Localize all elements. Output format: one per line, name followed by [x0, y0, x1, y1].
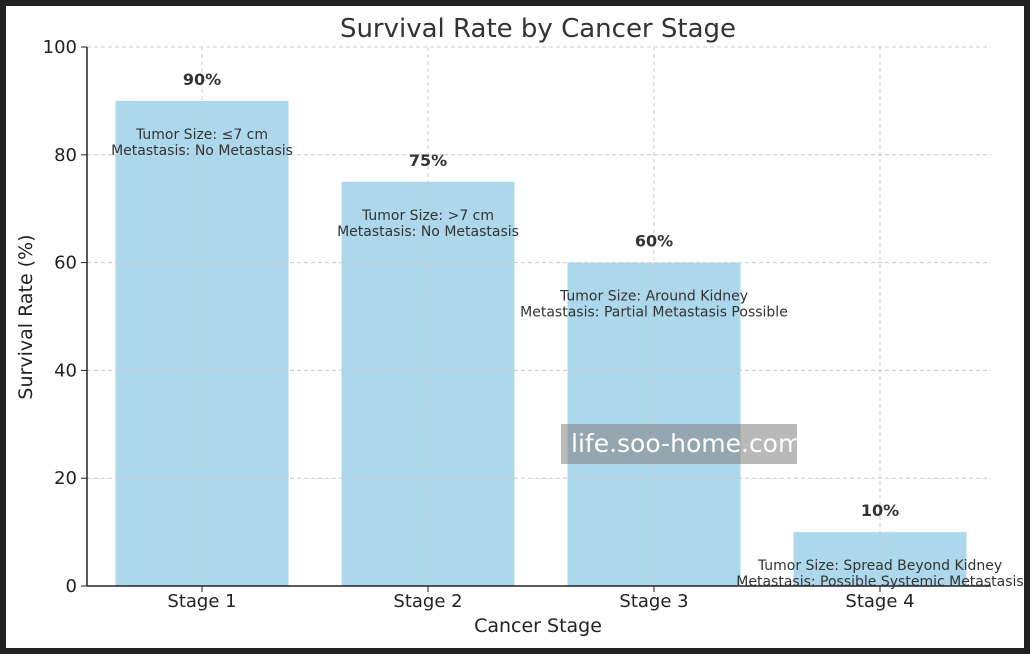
tumor-size-note: Tumor Size: Around Kidney [559, 289, 748, 305]
x-axis-label: Cancer Stage [474, 615, 602, 637]
y-axis-label: Survival Rate (%) [15, 234, 37, 399]
y-tick-label: 80 [54, 145, 77, 166]
watermark-background [561, 424, 797, 464]
chart-title: Survival Rate by Cancer Stage [340, 14, 736, 44]
tumor-size-note: Tumor Size: >7 cm [361, 208, 494, 224]
axes: 0 20 40 60 80 100 Stage 1 Stage 2 Stage 3 Stage 4 [43, 37, 991, 612]
watermark-text: life.soo-home.com [571, 429, 802, 458]
y-tick-label: 0 [66, 576, 77, 597]
tumor-size-note: Tumor Size: Spread Beyond Kidney [757, 558, 1002, 574]
labels: 90%75%60%10%Tumor Size: ≤7 cmMetastasis:… [111, 70, 1024, 590]
metastasis-note: Metastasis: No Metastasis [337, 224, 519, 240]
x-tick-label: Stage 2 [393, 591, 462, 612]
metastasis-note: Metastasis: Possible Systemic Metastasis [736, 574, 1023, 590]
value-label: 10% [861, 501, 899, 520]
y-tick-label: 100 [43, 37, 77, 58]
metastasis-note: Metastasis: No Metastasis [111, 143, 293, 159]
x-tick-label: Stage 1 [167, 591, 236, 612]
x-tick-label: Stage 4 [845, 591, 914, 612]
bars [115, 100, 967, 587]
chart-frame: 0 20 40 60 80 100 Stage 1 Stage 2 Stage 3 Stage 4… [6, 6, 1024, 648]
tumor-size-note: Tumor Size: ≤7 cm [135, 127, 268, 143]
metastasis-note: Metastasis: Partial Metastasis Possible [520, 305, 788, 321]
value-label: 90% [183, 70, 221, 89]
value-label: 75% [409, 151, 447, 170]
y-tick-label: 20 [54, 468, 77, 489]
y-tick-label: 40 [54, 360, 77, 381]
x-tick-label: Stage 3 [619, 591, 688, 612]
bar-chart: 0 20 40 60 80 100 Stage 1 Stage 2 Stage 3 Stage 4… [15, 14, 1024, 637]
watermark: life.soo-home.com [561, 424, 802, 464]
value-label: 60% [635, 232, 673, 251]
y-tick-label: 60 [54, 253, 77, 274]
